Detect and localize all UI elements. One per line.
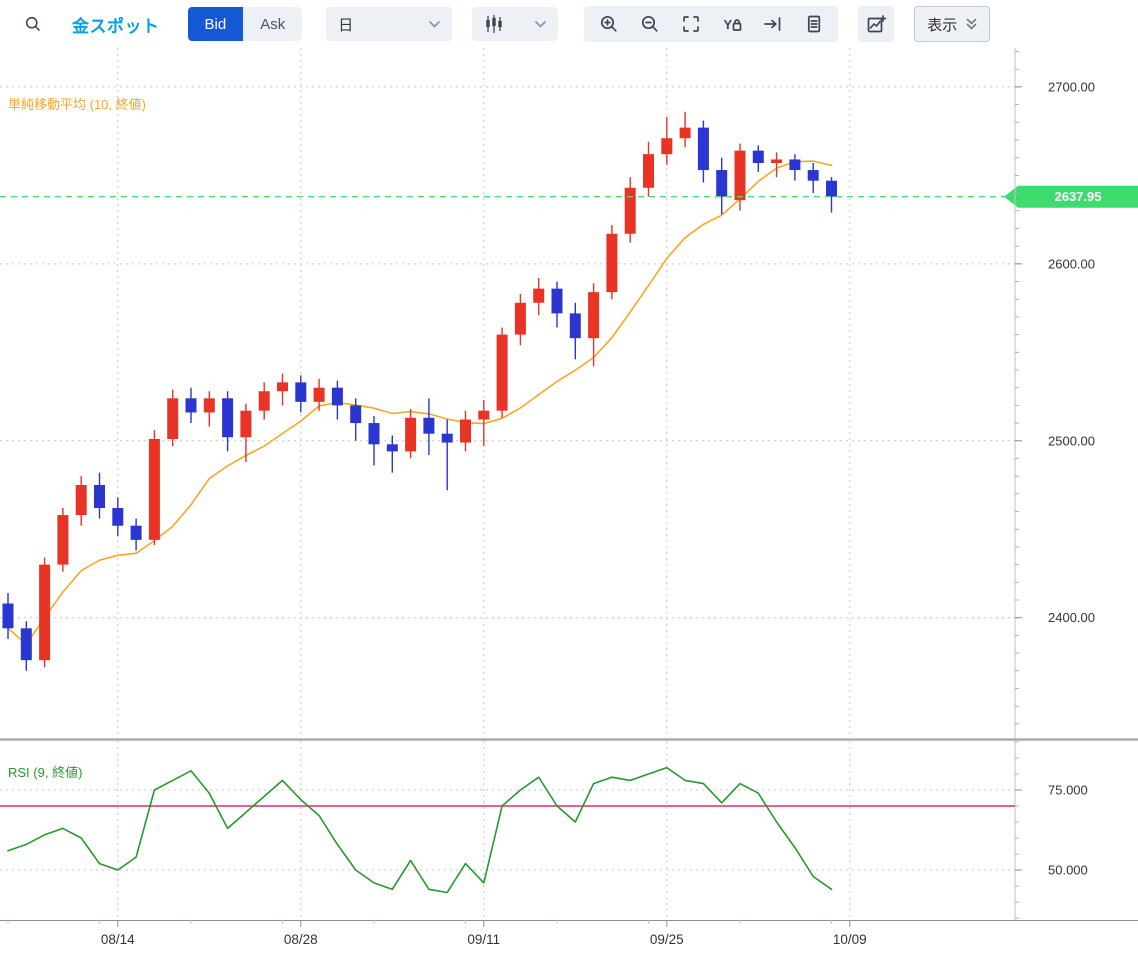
svg-text:2637.95: 2637.95 <box>1055 189 1102 204</box>
ask-button[interactable]: Ask <box>243 7 303 41</box>
instrument-name: 金スポット <box>72 16 160 36</box>
svg-text:Y: Y <box>723 17 732 32</box>
double-chevron-down-icon <box>966 18 977 30</box>
chevron-down-icon <box>429 20 441 28</box>
chevron-down-icon <box>535 20 547 28</box>
y-axis-lock-icon: Y <box>723 17 742 32</box>
timeframe-dropdown[interactable]: 日 <box>326 7 453 41</box>
svg-text:10/09: 10/09 <box>833 932 867 947</box>
rsi-pane: 75.000 50.000 <box>0 741 1088 919</box>
compare-indicator-button[interactable] <box>858 6 895 42</box>
svg-text:2400.00: 2400.00 <box>1048 610 1095 625</box>
price-axis: 2700.00 2600.00 2500.00 2400.00 <box>1014 48 1095 920</box>
svg-text:2500.00: 2500.00 <box>1048 433 1095 448</box>
chart-area[interactable]: 2637.95 2700.00 2600.00 2500.00 2400.00 75.00… <box>0 48 1138 956</box>
zoom-in-icon <box>600 15 617 32</box>
fit-screen-icon <box>682 16 699 32</box>
chart-type-dropdown[interactable] <box>472 7 559 41</box>
display-settings-dropdown[interactable]: 表示 <box>914 6 991 42</box>
bid-button[interactable]: Bid <box>187 7 244 41</box>
zoom-out-button[interactable] <box>629 8 670 40</box>
go-to-latest-icon <box>763 17 781 31</box>
bid-ask-toggle: Bid Ask <box>187 7 303 41</box>
chart-canvas[interactable]: 2637.95 2700.00 2600.00 2500.00 2400.00 75.00… <box>0 48 1138 956</box>
display-settings-label: 表示 <box>927 16 958 34</box>
notes-icon <box>807 15 820 33</box>
chart-toolbar: 金スポット Bid Ask 日 <box>0 0 1138 48</box>
go-to-latest-button[interactable] <box>752 8 793 40</box>
svg-text:2700.00: 2700.00 <box>1048 79 1095 94</box>
chart-plus-icon <box>867 15 887 33</box>
time-axis: 08/14 08/28 09/11 09/25 10/09 <box>0 920 1138 947</box>
svg-text:09/25: 09/25 <box>650 932 684 947</box>
sma-line <box>7 160 833 646</box>
candles-layer <box>2 111 837 671</box>
zoom-in-button[interactable] <box>588 8 629 40</box>
svg-text:08/14: 08/14 <box>101 932 135 947</box>
search-icon <box>25 16 40 31</box>
notes-button[interactable] <box>793 8 834 40</box>
symbol-search-button[interactable] <box>18 9 48 39</box>
svg-text:2600.00: 2600.00 <box>1048 256 1095 271</box>
candlestick-icon <box>486 15 502 33</box>
svg-text:50.000: 50.000 <box>1048 863 1088 878</box>
fit-screen-button[interactable] <box>670 8 711 40</box>
svg-text:09/11: 09/11 <box>467 932 500 947</box>
chart-tools-group: Y <box>584 6 839 42</box>
svg-text:08/28: 08/28 <box>284 932 318 947</box>
svg-text:75.000: 75.000 <box>1048 782 1088 797</box>
timeframe-value: 日 <box>338 16 354 34</box>
last-price-line: 2637.95 <box>0 185 1138 208</box>
y-axis-lock-button[interactable]: Y <box>711 8 752 40</box>
zoom-out-icon <box>641 15 658 32</box>
